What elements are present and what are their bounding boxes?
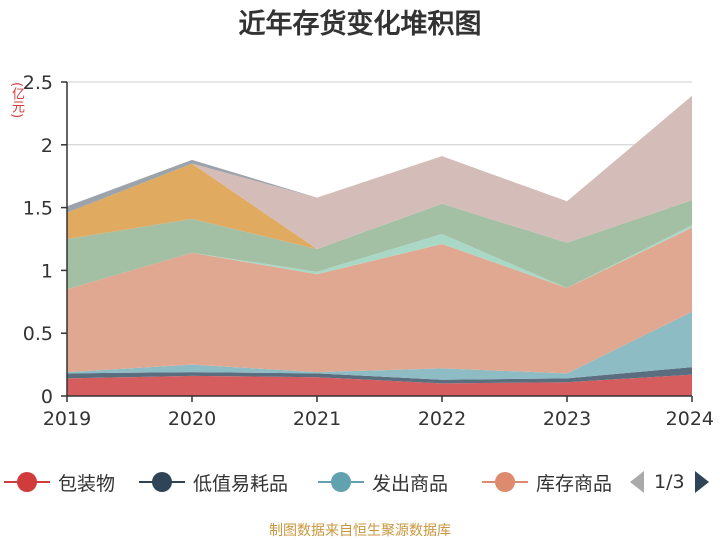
legend-label: 包装物 xyxy=(58,472,116,495)
triangle-left-icon[interactable] xyxy=(628,469,646,495)
x-tick-label: 2022 xyxy=(418,408,466,430)
legend-label: 库存商品 xyxy=(536,472,613,495)
axes: 0 0.5 1 1.5 2 2.5 2019 2020 2021 2022 2023 2024 xyxy=(23,72,714,430)
y-tick-label: 1 xyxy=(41,260,53,282)
y-tick-label: 0 xyxy=(41,386,53,408)
area-series-5 xyxy=(67,225,692,290)
area-series xyxy=(67,95,692,396)
area-series-4 xyxy=(67,227,692,374)
x-tick-label: 2023 xyxy=(543,408,591,430)
legend-item[interactable]: 包装物 xyxy=(4,462,115,502)
area-series-1 xyxy=(67,374,692,396)
legend-marker-icon xyxy=(318,470,364,494)
x-tick-label: 2021 xyxy=(293,408,341,430)
legend-item[interactable]: 发出商品 xyxy=(318,462,448,502)
chart-title: 近年存货变化堆积图 xyxy=(238,9,482,40)
legend-page-indicator: 1/3 xyxy=(654,471,685,493)
triangle-right-icon[interactable] xyxy=(693,469,711,495)
legend-label: 发出商品 xyxy=(372,472,449,495)
legend-marker-icon xyxy=(482,470,528,494)
area-series-6 xyxy=(67,200,692,290)
x-tick-label: 2020 xyxy=(168,408,216,430)
y-tick-label: 1.5 xyxy=(23,198,53,220)
legend-marker-icon xyxy=(139,470,185,494)
y-axis-unit: (亿元) xyxy=(9,82,24,119)
x-tick-label: 2024 xyxy=(666,408,714,430)
legend-label: 低值易耗品 xyxy=(193,472,289,495)
legend-item[interactable]: 库存商品 xyxy=(482,462,612,502)
y-tick-label: 0.5 xyxy=(23,323,53,345)
area-series-8 xyxy=(67,95,692,249)
data-source-note: 制图数据来自恒生聚源数据库 xyxy=(269,523,451,539)
stacked-area-chart: 0 0.5 1 1.5 2 2.5 2019 2020 2021 2022 2023 2024 xyxy=(23,72,714,430)
x-tick-label: 2019 xyxy=(43,408,91,430)
legend: 包装物 低值易耗品 发出商品 库存商品 xyxy=(0,462,616,502)
legend-item[interactable]: 低值易耗品 xyxy=(139,462,288,502)
legend-pager: 1/3 xyxy=(628,466,711,498)
y-tick-label: 2 xyxy=(41,135,53,157)
legend-marker-icon xyxy=(4,470,50,494)
area-series-2 xyxy=(67,367,692,384)
y-tick-label: 2.5 xyxy=(23,72,53,94)
area-series-7 xyxy=(67,163,692,249)
